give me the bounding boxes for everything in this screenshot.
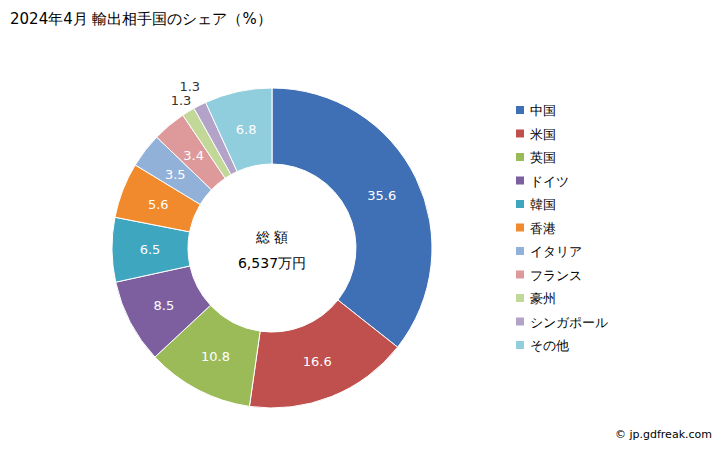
legend-label: 韓国 <box>530 197 556 212</box>
slice <box>249 300 397 408</box>
legend-label: ドイツ <box>530 174 569 189</box>
slice <box>206 88 272 172</box>
legend-swatch <box>516 177 524 185</box>
data-label: 35.6 <box>367 188 396 203</box>
legend-label: 英国 <box>530 150 556 165</box>
chart-svg: 2024年4月 輸出相手国のシェア（%） 35.6 16.6 10.8 8.5 6.5 5.… <box>0 0 728 450</box>
slices <box>112 88 432 408</box>
legend-swatch <box>516 294 524 302</box>
legend-label: 香港 <box>530 221 556 236</box>
title: 2024年4月 輸出相手国のシェア（%） <box>10 10 272 28</box>
legend-swatch <box>516 247 524 255</box>
center-total: 6,537万円 <box>238 255 306 271</box>
data-label: 5.6 <box>148 197 169 212</box>
data-label: 1.3 <box>171 93 192 108</box>
background <box>0 0 728 450</box>
center-label: 総 額 <box>255 229 288 245</box>
slice <box>116 266 211 357</box>
legend-swatch <box>516 224 524 232</box>
legend-label: 中国 <box>530 103 556 118</box>
legend-label: フランス <box>530 268 582 283</box>
data-label: 6.8 <box>236 122 257 137</box>
legend-swatch <box>516 271 524 279</box>
legend-label: イタリア <box>530 244 582 259</box>
data-label: 3.5 <box>165 167 186 182</box>
legend-label: 豪州 <box>530 291 556 306</box>
data-label: 8.5 <box>154 298 175 313</box>
legend-label: 米国 <box>530 127 556 142</box>
data-label: 3.4 <box>183 148 204 163</box>
data-label: 6.5 <box>140 242 161 257</box>
data-label: 10.8 <box>201 349 230 364</box>
data-label: 1.3 <box>179 79 200 94</box>
legend-swatch <box>516 106 524 114</box>
legend-swatch <box>516 130 524 138</box>
chart-root: 2024年4月 輸出相手国のシェア（%） 35.6 16.6 10.8 8.5 6.5 5.… <box>0 0 728 450</box>
legend-label: その他 <box>530 338 569 353</box>
data-labels: 35.6 16.6 10.8 8.5 6.5 5.6 3.5 3.4 1.31.3 6.8 <box>140 79 397 370</box>
legend-swatch <box>516 341 524 349</box>
legend-swatch <box>516 200 524 208</box>
slice <box>272 88 432 347</box>
data-label: 16.6 <box>303 354 332 369</box>
credit: © jp.gdfreak.com <box>615 428 712 441</box>
legend-swatch <box>516 318 524 326</box>
legend: 中国米国英国ドイツ韓国香港イタリアフランス豪州シンガポールその他 <box>516 103 608 353</box>
legend-label: シンガポール <box>530 315 608 330</box>
legend-swatch <box>516 153 524 161</box>
